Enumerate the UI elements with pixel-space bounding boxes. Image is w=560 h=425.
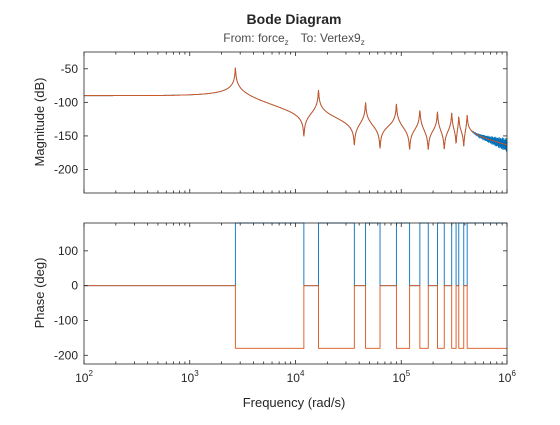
subtitle-to-subscript: z [361,38,365,47]
phase-ytick-label: -100 [54,313,78,327]
phase-x-ticks: 102 103 104 105 106 [75,223,516,385]
magnitude-y-ticks: -50 -100 -150 -200 [54,62,507,177]
magnitude-ytick-label: -150 [54,129,78,143]
magnitude-axes-background [84,52,507,193]
chart-subtitle: From: forcez To: Vertex9z [223,31,364,47]
subtitle-to: To: Vertex9 [301,31,361,45]
magnitude-ytick-label: -50 [61,62,79,76]
magnitude-axes-box [83,51,508,194]
magnitude-lines [83,67,508,152]
phase-axes-background [84,223,507,364]
magnitude-panel: -50 -100 -150 -200 Magnitude (dB) [32,51,508,194]
phase-ytick-label: 0 [71,279,78,293]
magnitude-ytick-label: -200 [54,163,78,177]
phase-xtick-label: 102 [75,369,93,385]
chart-title: Bode Diagram [247,11,342,27]
magnitude-ylabel: Magnitude (dB) [32,78,47,167]
phase-ylabel: Phase (deg) [32,258,47,329]
phase-ytick-label: -200 [54,348,78,362]
phase-series-1-line [84,222,507,287]
phase-panel: 100 0 -100 -200 102 103 104 105 106 Phase (deg) [32,222,516,385]
phase-xtick-label: 106 [498,369,516,385]
phase-xtick-label: 105 [392,369,410,385]
phase-y-ticks: 100 0 -100 -200 [54,244,507,362]
phase-series-2-line [84,285,507,349]
subtitle-from: From: force [223,31,285,45]
frequency-xlabel: Frequency (rad/s) [243,395,346,410]
subtitle-from-subscript: z [285,38,289,47]
phase-xtick-label: 103 [181,369,199,385]
magnitude-series-2-line [83,67,508,150]
phase-axes-box [83,222,508,365]
magnitude-ytick-label: -100 [54,95,78,109]
phase-xtick-label: 104 [287,369,305,385]
phase-ytick-label: 100 [58,244,78,258]
phase-lines [84,222,507,349]
